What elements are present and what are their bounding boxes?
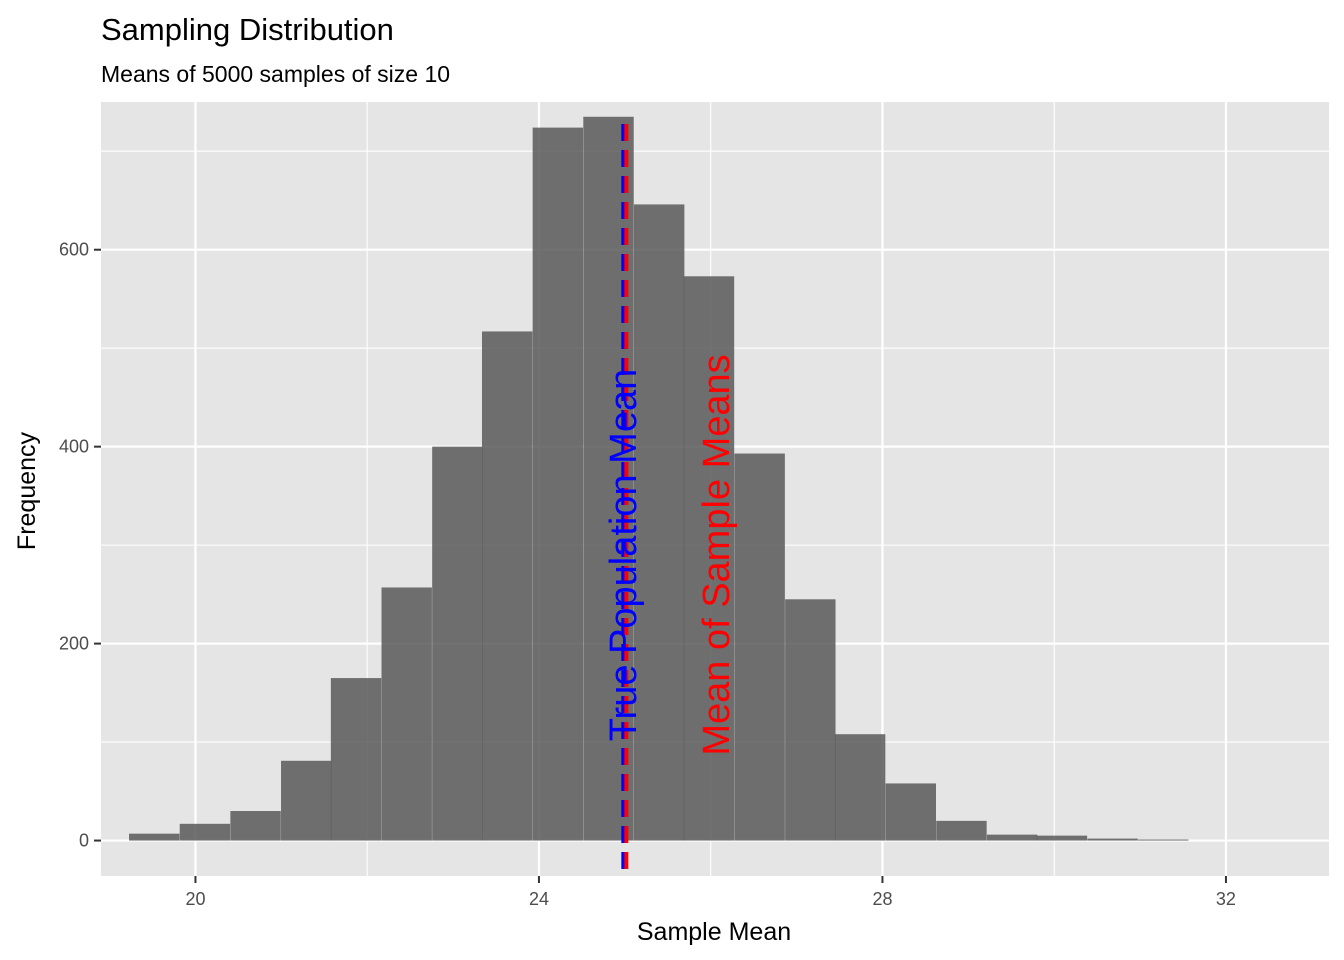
y-tick-label: 400 xyxy=(59,437,89,457)
histogram-bar xyxy=(834,734,886,841)
histogram-bar xyxy=(330,678,382,841)
histogram-bar xyxy=(936,820,987,841)
y-tick-label: 200 xyxy=(59,634,89,654)
chart-title: Sampling Distribution xyxy=(101,12,394,47)
histogram-bar xyxy=(179,823,231,841)
histogram-bar xyxy=(734,453,785,841)
histogram-bar xyxy=(986,834,1038,841)
histogram-bar xyxy=(1036,835,1088,841)
histogram-bar xyxy=(129,833,180,841)
x-tick-label: 24 xyxy=(529,889,549,909)
histogram-bar xyxy=(1087,838,1138,841)
histogram-bar xyxy=(1138,839,1189,841)
histogram-bar xyxy=(230,811,281,841)
histogram-bar xyxy=(381,587,432,841)
histogram-bar xyxy=(481,331,533,841)
histogram-bar xyxy=(281,760,332,841)
histogram-bars xyxy=(129,116,1189,841)
reference-annotations: True Population Mean Mean of Sample Means xyxy=(603,354,738,755)
x-tick-label: 20 xyxy=(185,889,205,909)
histogram-bar xyxy=(633,204,685,841)
y-axis-title: Frequency xyxy=(13,431,41,550)
sample-means-mean-label: Mean of Sample Means xyxy=(696,354,738,755)
histogram-bar xyxy=(532,127,584,841)
reference-lines xyxy=(621,124,629,876)
y-axis-ticks: 0 200 400 600 xyxy=(59,240,101,851)
y-tick-label: 0 xyxy=(79,831,89,851)
histogram-bar xyxy=(785,599,836,841)
x-axis-ticks: 20 24 28 32 xyxy=(185,876,1236,909)
x-tick-label: 28 xyxy=(872,889,892,909)
histogram-bar xyxy=(432,446,483,841)
histogram-bar xyxy=(885,783,936,841)
histogram-bar xyxy=(683,276,735,841)
x-axis-title: Sample Mean xyxy=(637,918,791,946)
chart-subtitle: Means of 5000 samples of size 10 xyxy=(101,61,450,87)
x-tick-label: 32 xyxy=(1216,889,1236,909)
population-mean-label: True Population Mean xyxy=(603,369,645,742)
y-tick-label: 600 xyxy=(59,240,89,260)
